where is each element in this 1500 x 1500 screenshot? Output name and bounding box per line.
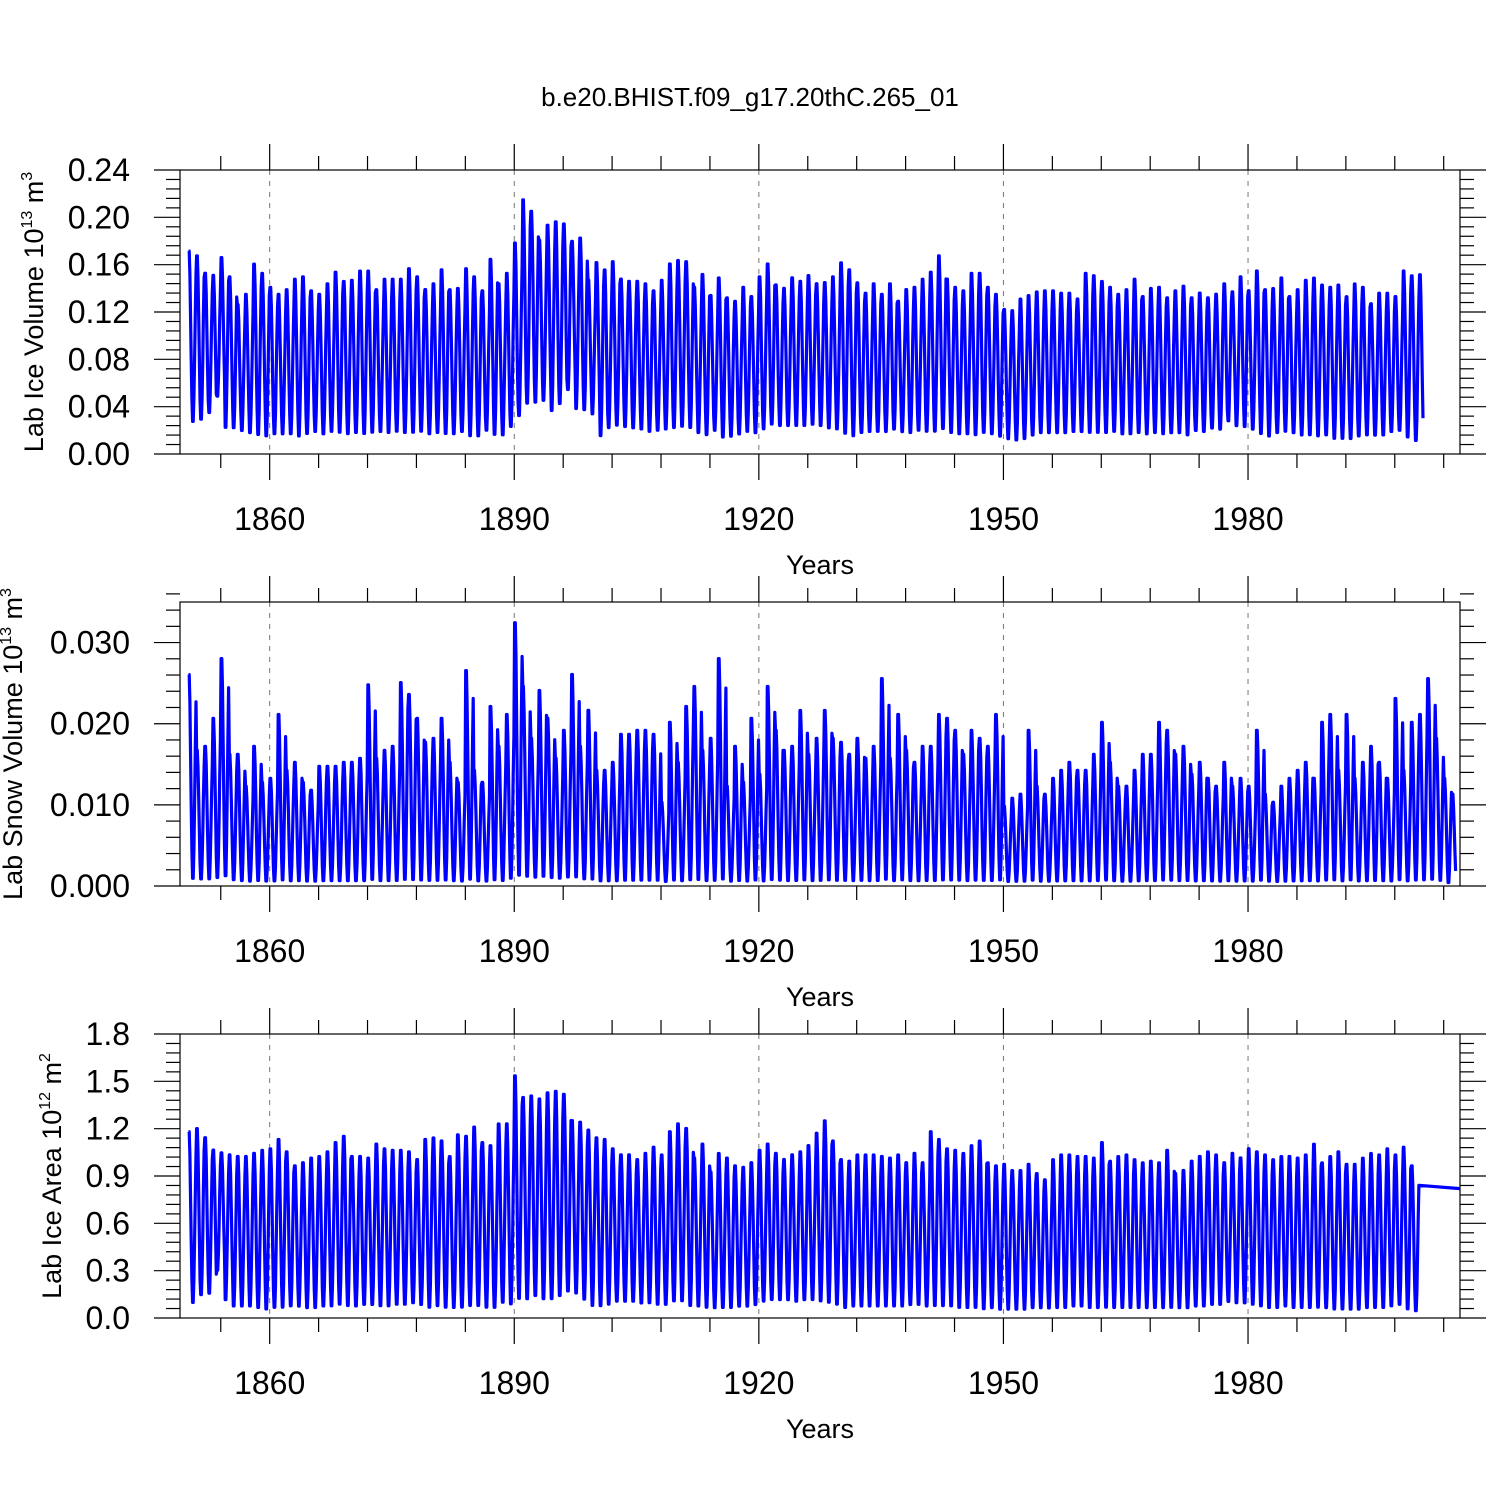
ice-volume-ytick-label: 0.04 [68, 389, 130, 425]
snow-volume-xtick-label: 1890 [479, 933, 550, 969]
ice-volume-ytick-label: 0.12 [68, 294, 130, 330]
ice-area-ytick-label: 0.0 [86, 1300, 130, 1336]
snow-volume-axes: 0.000 0.010 0.020 0.030 1860 1890 1920 1950 1980 [50, 576, 1486, 969]
ice-area-xtick-label: 1980 [1212, 1365, 1283, 1401]
snow-volume-ytick-label: 0.020 [50, 706, 130, 742]
snow-volume-ylabel-unit-exp: 3 [0, 588, 15, 597]
ice-area-ytick-label: 0.3 [86, 1253, 130, 1289]
ice-volume-ylabel-main: Lab Ice Volume 10 [19, 229, 49, 453]
ice-volume-ytick-label: 0.16 [68, 247, 130, 283]
snow-volume-xtick-label: 1920 [723, 933, 794, 969]
ice-area-xtick-label: 1860 [234, 1365, 305, 1401]
ice-area-xtick-label: 1950 [968, 1365, 1039, 1401]
ice-volume-xtick-label: 1950 [968, 501, 1039, 537]
panel-ice-volume: 0.00 0.04 0.08 0.12 0.16 0.20 0.24 1860 1890 1920… [19, 144, 1486, 580]
snow-volume-ylabel-exp: 13 [0, 627, 15, 645]
ice-area-series-line [187, 1074, 1461, 1313]
ice-volume-xtick-label: 1920 [723, 501, 794, 537]
ice-area-ytick-label: 1.8 [86, 1016, 130, 1052]
panel-ice-area: 0.0 0.3 0.6 0.9 1.2 1.5 1.8 1860 1890 1920 1950 198… [37, 1008, 1486, 1444]
snow-volume-xtick-label: 1980 [1212, 933, 1283, 969]
ice-volume-ylabel-unit-exp: 3 [19, 172, 36, 181]
ice-area-ytick-label: 1.2 [86, 1111, 130, 1147]
ice-area-ylabel-main: Lab Ice Area 10 [37, 1110, 67, 1299]
ice-area-xtick-label: 1890 [479, 1365, 550, 1401]
snow-volume-ylabel-main: Lab Snow Volume 10 [0, 645, 28, 900]
ice-volume-ytick-label: 0.20 [68, 199, 130, 235]
snow-volume-frame [179, 601, 1461, 887]
ice-volume-xtick-label: 1890 [479, 501, 550, 537]
ice-volume-xtick-label: 1980 [1212, 501, 1283, 537]
ice-volume-xtick-label: 1860 [234, 501, 305, 537]
snow-volume-ytick-label: 0.030 [50, 625, 130, 661]
ice-volume-ylabel-unit: m [19, 181, 49, 211]
snow-volume-xlabel: Years [786, 982, 854, 1012]
ice-area-ylabel: Lab Ice Area 1012 m2 [37, 1053, 67, 1299]
ice-volume-axes: 0.00 0.04 0.08 0.12 0.16 0.20 0.24 1860 1890 1920… [68, 144, 1486, 537]
ice-volume-ytick-label: 0.08 [68, 341, 130, 377]
ice-area-xtick-label: 1920 [723, 1365, 794, 1401]
ice-volume-ytick-label: 0.00 [68, 436, 130, 472]
snow-volume-ylabel-unit: m [0, 597, 28, 627]
ice-area-ytick-label: 0.9 [86, 1158, 130, 1194]
ice-volume-ylabel-exp: 13 [19, 211, 36, 229]
ice-area-ylabel-exp: 12 [37, 1092, 54, 1110]
panel-snow-volume: 0.000 0.010 0.020 0.030 1860 1890 1920 1950 1980… [0, 576, 1486, 1012]
ice-area-ytick-label: 0.6 [86, 1205, 130, 1241]
ice-area-ytick-label: 1.5 [86, 1063, 130, 1099]
snow-volume-ylabel: Lab Snow Volume 1013 m3 [0, 588, 28, 900]
snow-volume-xtick-label: 1860 [234, 933, 305, 969]
ice-area-ylabel-unit: m [37, 1062, 67, 1092]
snow-volume-series-line [187, 621, 1458, 885]
ice-volume-series-line [187, 198, 1425, 442]
snow-volume-ytick-label: 0.000 [50, 868, 130, 904]
ice-area-ylabel-unit-exp: 2 [37, 1053, 54, 1062]
ice-area-xlabel: Years [786, 1414, 854, 1444]
ice-volume-ylabel: Lab Ice Volume 1013 m3 [19, 172, 49, 452]
snow-volume-ytick-label: 0.010 [50, 787, 130, 823]
ice-area-axes: 0.0 0.3 0.6 0.9 1.2 1.5 1.8 1860 1890 1920 1950 198… [86, 1008, 1486, 1401]
ice-volume-xlabel: Years [786, 550, 854, 580]
ice-volume-ytick-label: 0.24 [68, 152, 130, 188]
figure-title: b.e20.BHIST.f09_g17.20thC.265_01 [541, 82, 959, 112]
snow-volume-xtick-label: 1950 [968, 933, 1039, 969]
